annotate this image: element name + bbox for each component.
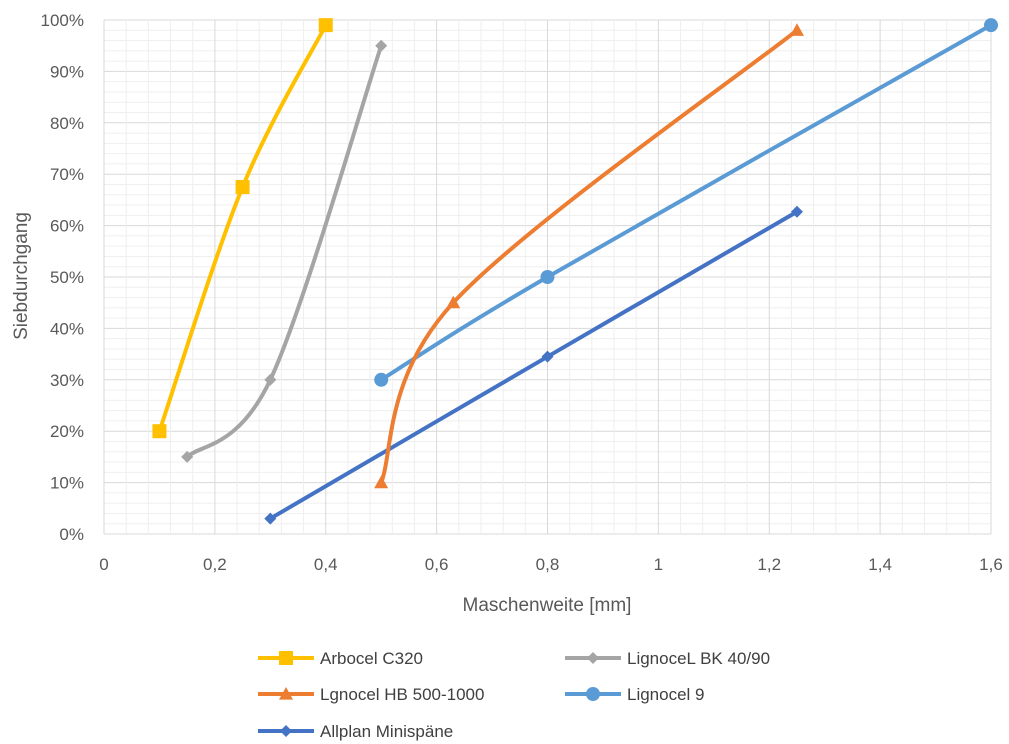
legend-swatch-marker <box>280 725 292 737</box>
legend-item: LignoceL BK 40/90 <box>565 649 770 668</box>
series-group <box>152 18 998 525</box>
data-point-marker <box>374 475 389 489</box>
data-point-marker <box>181 450 194 463</box>
x-tick-label: 0,8 <box>536 555 560 574</box>
series-lignocel-bk-40-90 <box>181 39 388 463</box>
legend-item: Allplan Minispäne <box>258 722 453 741</box>
series-arbocel-c320 <box>152 18 333 439</box>
y-tick-label: 0% <box>59 525 84 544</box>
y-tick-label: 50% <box>50 268 84 287</box>
x-tick-label: 1,4 <box>868 555 892 574</box>
legend: Arbocel C320 LignoceL BK 40/90 Lgnocel HB … <box>258 649 770 741</box>
axis-ticks: 0% 10% 20% 30% 40% 50% 60% 70% 80% 90% 100% 0 0,2 0,4… <box>41 11 1003 574</box>
series-lignocel-9 <box>374 18 998 387</box>
data-point-marker <box>446 295 461 309</box>
data-point-marker <box>152 424 167 439</box>
data-point-marker <box>264 512 277 525</box>
x-tick-label: 0,6 <box>425 555 449 574</box>
x-tick-label: 0 <box>99 555 108 574</box>
data-point-marker <box>318 18 333 33</box>
x-axis-title: Maschenweite [mm] <box>463 595 632 616</box>
y-tick-label: 30% <box>50 371 84 390</box>
y-tick-label: 40% <box>50 319 84 338</box>
legend-label: Lignocel 9 <box>627 685 705 704</box>
legend-label: Lgnocel HB 500-1000 <box>320 685 484 704</box>
legend-swatch-marker <box>279 687 293 700</box>
legend-swatch-marker <box>279 651 293 665</box>
y-tick-label: 100% <box>41 11 84 30</box>
x-tick-label: 1 <box>654 555 663 574</box>
series-lgnocel-hb-500-1000 <box>374 23 804 489</box>
data-point-marker <box>540 270 555 284</box>
legend-label: Arbocel C320 <box>320 649 423 668</box>
y-tick-label: 90% <box>50 62 84 81</box>
series-line <box>379 23 993 382</box>
x-tick-label: 0,4 <box>314 555 338 574</box>
legend-swatch-marker <box>587 652 599 664</box>
legend-swatch-marker <box>586 687 600 701</box>
series-line <box>185 43 384 459</box>
legend-item: Lignocel 9 <box>565 685 705 704</box>
legend-item: Arbocel C320 <box>258 649 423 668</box>
legend-label: LignoceL BK 40/90 <box>627 649 770 668</box>
x-tick-label: 1,6 <box>979 555 1003 574</box>
data-point-marker <box>374 372 389 387</box>
series-allplan-minisp-ne <box>264 205 803 525</box>
data-point-marker <box>264 373 277 386</box>
series-line <box>379 28 799 485</box>
series-line <box>157 23 328 434</box>
x-tick-label: 0,2 <box>203 555 227 574</box>
y-tick-label: 60% <box>50 217 84 236</box>
data-point-marker <box>984 18 998 33</box>
data-point-marker <box>789 23 804 36</box>
data-point-marker <box>235 180 250 195</box>
gridlines <box>103 19 992 535</box>
legend-item: Lgnocel HB 500-1000 <box>258 685 484 704</box>
data-point-marker <box>790 205 803 218</box>
y-tick-label: 70% <box>50 165 84 184</box>
legend-label: Allplan Minispäne <box>320 722 453 741</box>
y-tick-label: 10% <box>50 474 84 493</box>
y-tick-label: 20% <box>50 422 84 441</box>
data-point-marker <box>541 350 554 363</box>
y-axis-title: Siebdurchgang <box>11 212 32 340</box>
data-point-marker <box>375 39 388 52</box>
y-tick-label: 80% <box>50 114 84 133</box>
x-tick-label: 1,2 <box>757 555 781 574</box>
